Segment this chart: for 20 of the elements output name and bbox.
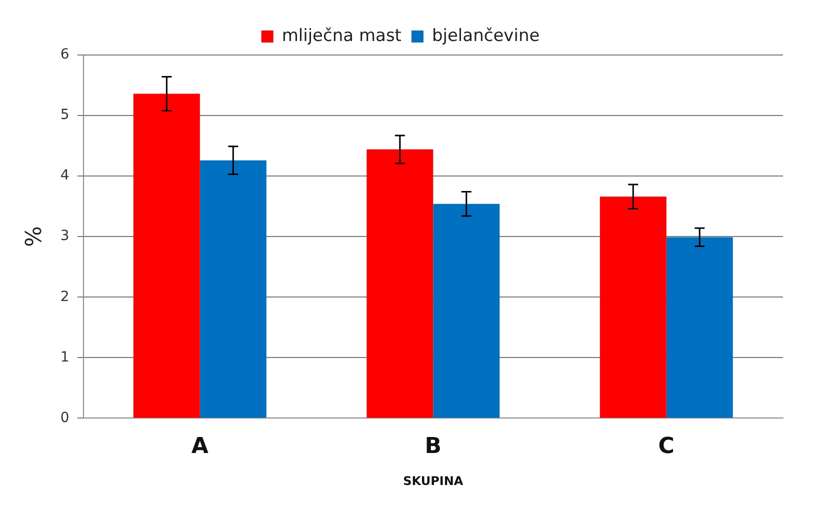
x-tick-label: A (191, 434, 208, 460)
y-tick-label: 2 (60, 288, 70, 305)
y-axis-title: % (22, 226, 47, 248)
bar (366, 149, 434, 418)
y-tick-label: 3 (60, 228, 70, 244)
y-tick-label: 0 (60, 410, 70, 426)
y-tick-label: 1 (60, 349, 70, 366)
x-tick-label: B (424, 434, 442, 460)
bar (133, 94, 200, 418)
bar (600, 196, 666, 418)
bar (200, 160, 266, 418)
x-tick-label: C (658, 434, 674, 460)
x-axis-title: SKUPINA (403, 474, 464, 488)
legend-label: mliječna mast (282, 26, 402, 46)
y-tick-label: 6 (60, 46, 70, 63)
bar (666, 237, 733, 418)
bar (433, 204, 500, 418)
y-tick-label: 4 (60, 168, 70, 184)
legend-label: bjelančevine (432, 26, 540, 46)
y-tick-label: 5 (60, 107, 70, 124)
